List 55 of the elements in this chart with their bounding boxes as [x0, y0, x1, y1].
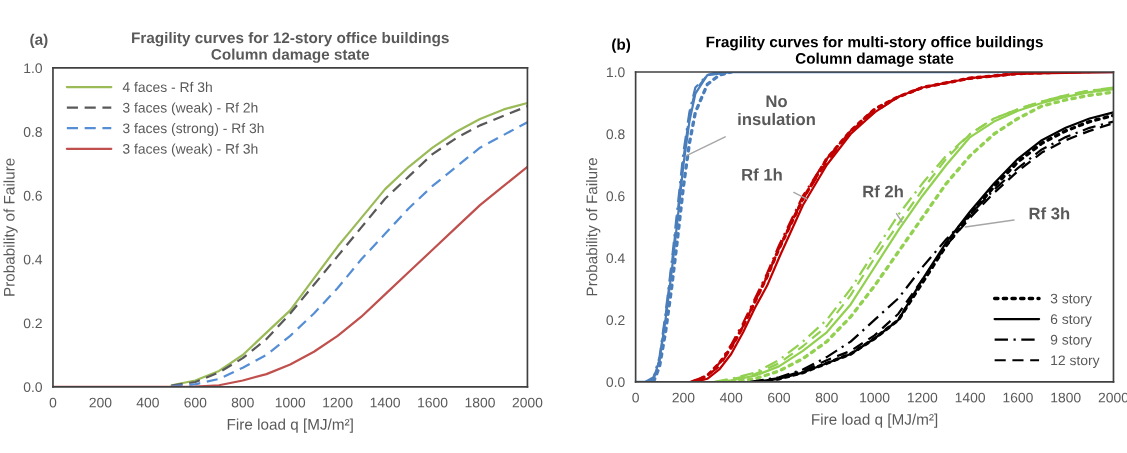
y-tick-label: 0.8: [606, 129, 625, 140]
legend-label: 3 faces (strong) - Rf 3h: [122, 123, 264, 136]
x-tick-label: 1200: [907, 392, 938, 403]
x-tick-label: 1600: [418, 397, 448, 408]
y-tick-label: 0.6: [606, 191, 625, 202]
x-tick-label: 200: [672, 392, 695, 403]
legend-label: 6 story: [1050, 314, 1092, 327]
chart-title: Fragility curves for 12-story office buildings: [132, 32, 449, 47]
x-tick-label: 1000: [860, 392, 890, 403]
chart-subtitle: Column damage state: [211, 48, 370, 63]
x-tick-label: 1600: [1003, 392, 1033, 403]
y-axis-title: Probability of Failure: [3, 158, 18, 296]
x-tick-label: 200: [89, 397, 112, 408]
x-tick-label: 400: [719, 392, 743, 403]
x-tick-label: 2000: [512, 397, 543, 408]
legend-label: 3 faces (weak) - Rf 3h: [122, 143, 258, 157]
x-tick-label: 1000: [275, 397, 306, 408]
x-tick-label: 1200: [323, 397, 353, 408]
legend-label: 9 story: [1050, 334, 1092, 348]
annotation: No insulation: [738, 95, 815, 126]
legend-label: 3 faces (weak) - Rf 2h: [122, 102, 258, 116]
y-tick-label: 0.2: [606, 315, 625, 326]
text: (b): [612, 38, 631, 53]
x-axis-title: Fire load q [MJ/m²]: [227, 418, 353, 433]
x-tick-label: 0: [632, 392, 639, 403]
legend-label: 3 story: [1050, 293, 1092, 307]
x-tick-label: 800: [815, 392, 838, 403]
x-tick-label: 1800: [1051, 392, 1081, 403]
annotation: Rf 3h: [1029, 207, 1070, 220]
x-tick-label: 1800: [465, 397, 495, 408]
y-tick-label: 0.2: [23, 318, 42, 329]
annotation: Rf 2h: [863, 185, 903, 198]
x-tick-label: 1400: [955, 392, 986, 403]
y-tick-label: 0.6: [23, 190, 42, 201]
chart-subtitle: Column damage state: [795, 52, 954, 67]
legend-label: 12 story: [1051, 355, 1100, 368]
x-tick-label: 1400: [370, 397, 400, 408]
y-tick-label: 0.4: [606, 253, 625, 264]
y-tick-label: 1.0: [606, 67, 625, 78]
x-tick-label: 600: [184, 397, 207, 408]
x-tick-label: 800: [231, 397, 254, 408]
y-tick-label: 0.8: [23, 127, 42, 137]
x-axis-title: Fire load q [MJ/m²]: [812, 413, 938, 428]
y-tick-label: 1.0: [24, 63, 43, 74]
y-tick-label: 0.4: [23, 254, 43, 265]
y-tick-label: 0.0: [23, 382, 43, 393]
x-tick-label: 600: [768, 392, 791, 403]
y-axis-title: Probability of Failure: [586, 158, 601, 296]
y-tick-label: 0.0: [606, 377, 625, 388]
annotation: Rf 1h: [742, 168, 782, 181]
legend-label: 4 faces - Rf 3h: [122, 81, 212, 93]
x-tick-label: 400: [136, 397, 159, 408]
x-tick-label: 0: [49, 397, 57, 408]
chart-title: Fragility curves for multi-story office buildings: [706, 36, 1043, 51]
text: (a): [30, 33, 48, 48]
